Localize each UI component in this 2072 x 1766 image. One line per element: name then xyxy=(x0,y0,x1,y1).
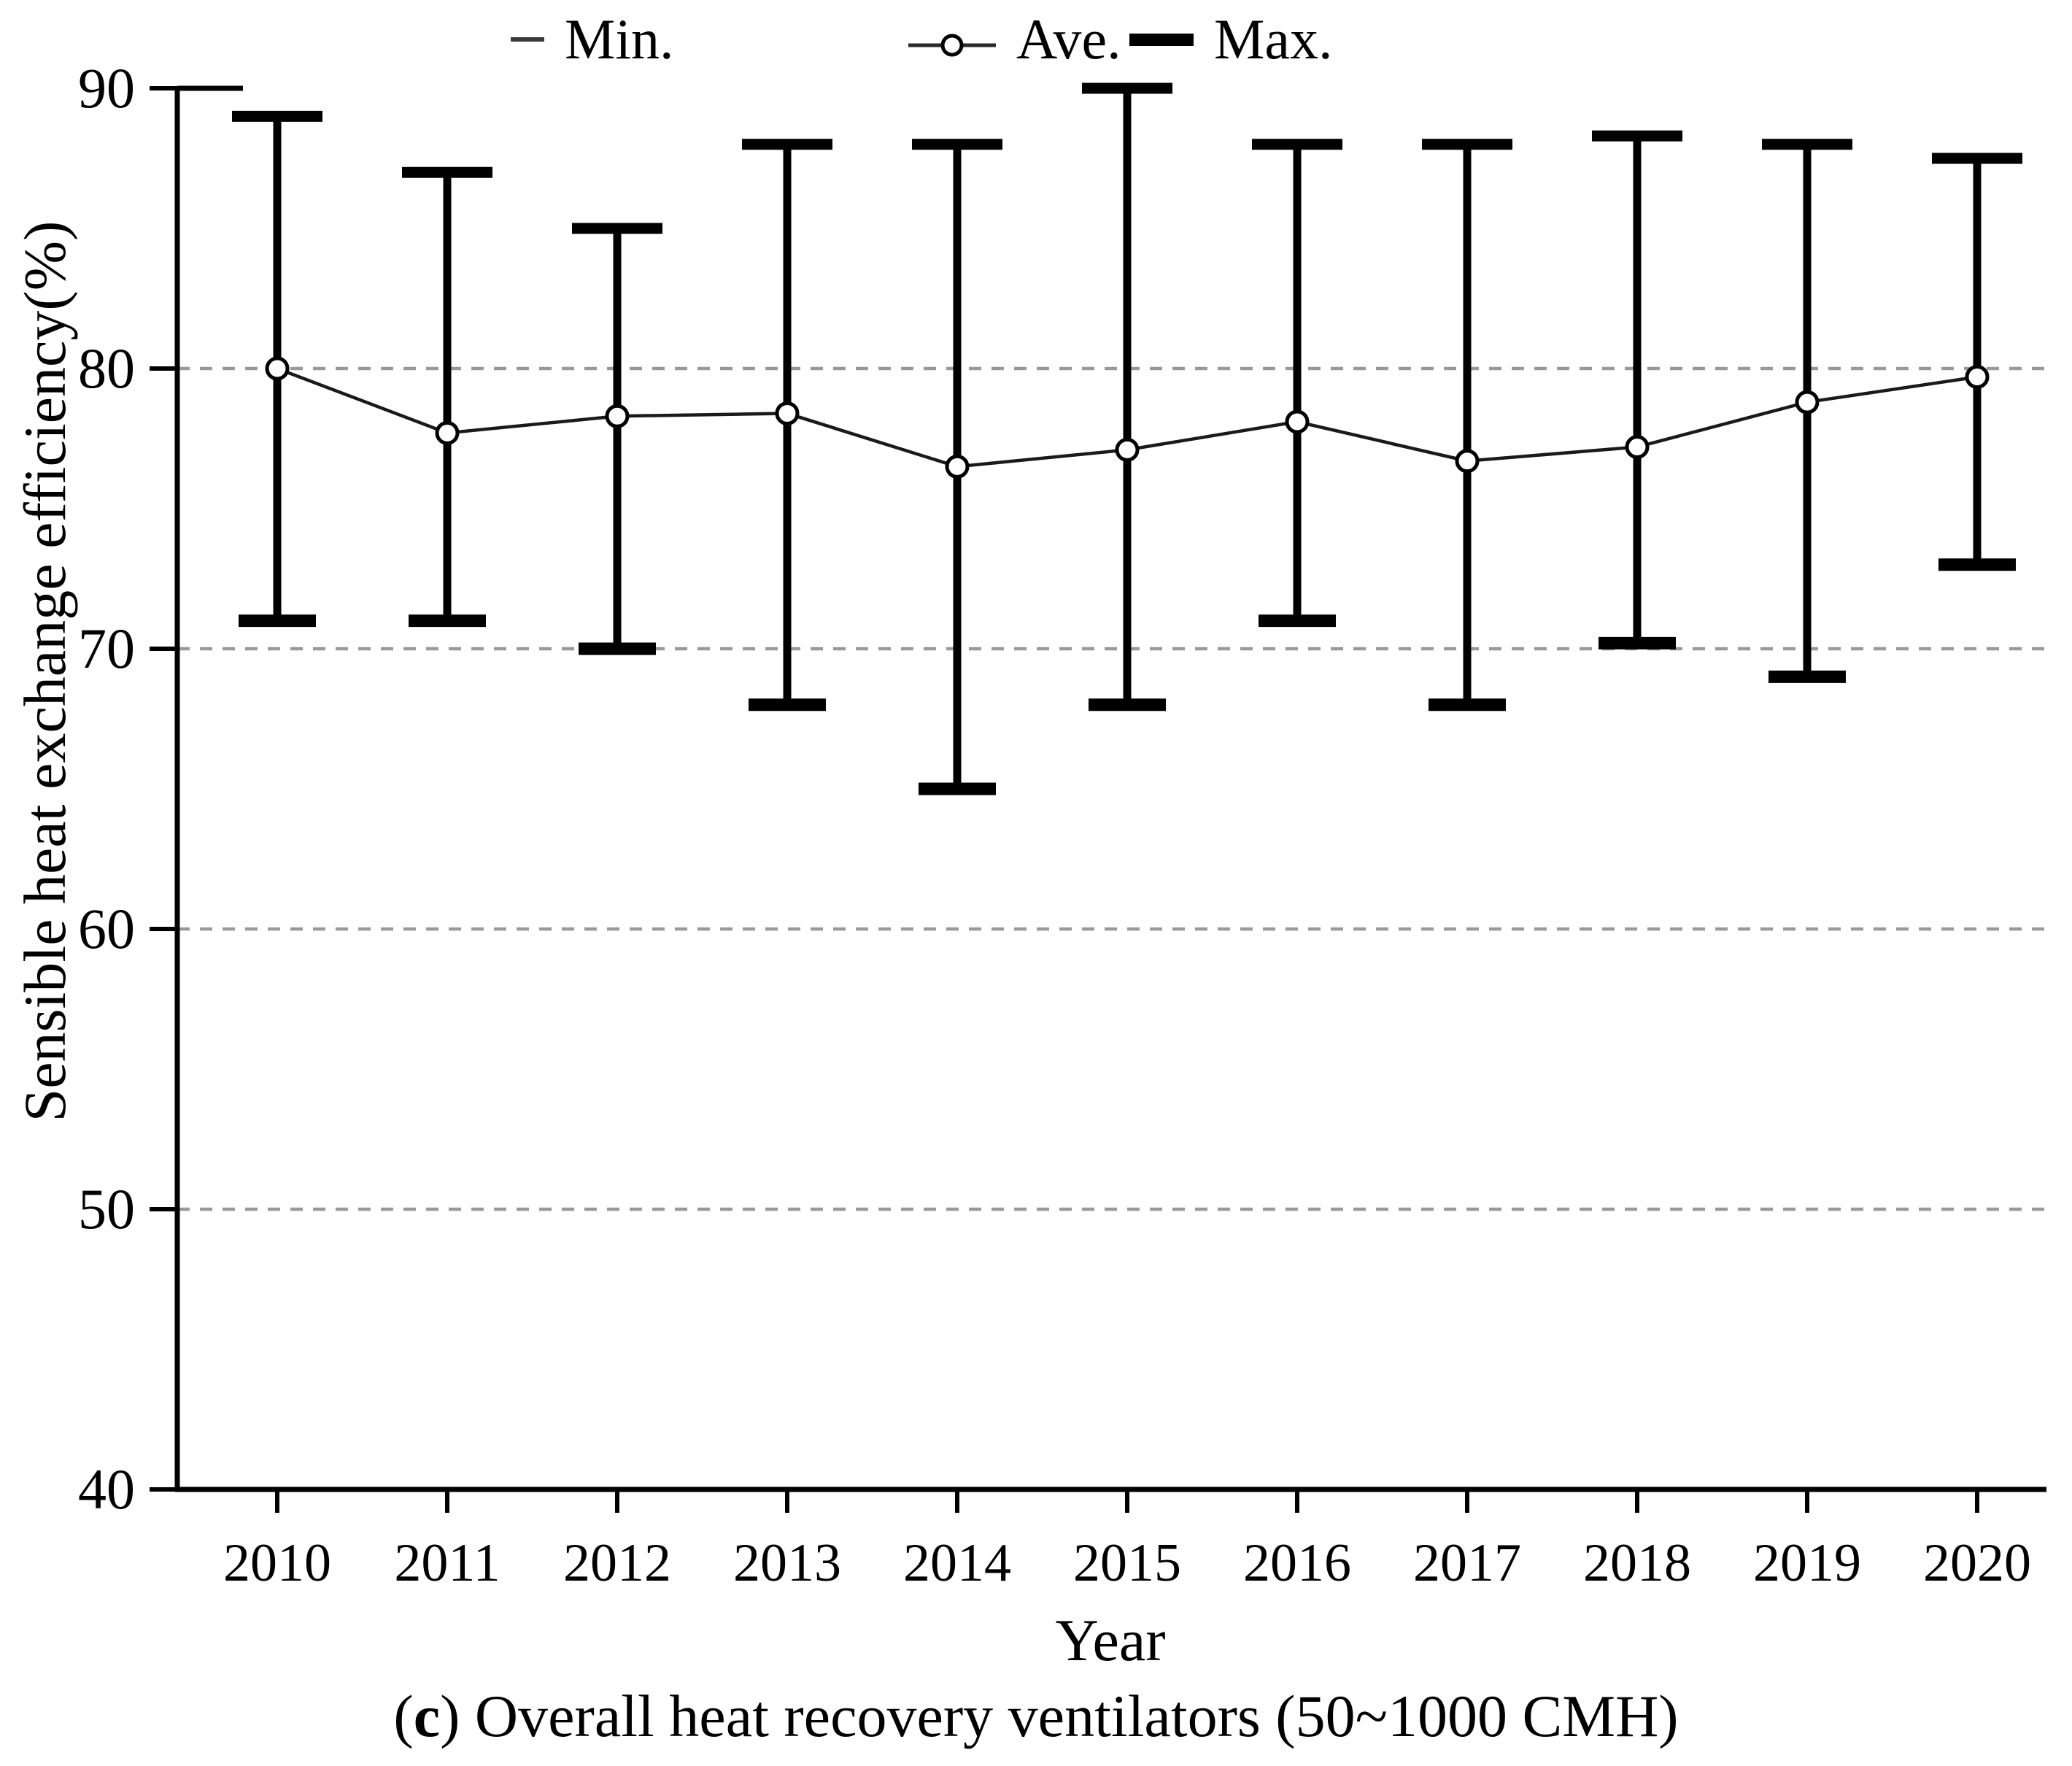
ave-marker-2013 xyxy=(775,401,800,425)
ave-marker-2010 xyxy=(265,356,290,381)
caption-prefix: ( xyxy=(393,1683,414,1749)
x-tick-label-2012: 2012 xyxy=(563,1533,671,1593)
ave-marker-2018 xyxy=(1625,435,1650,460)
y-axis-title: Sensible heat exchange efficiency(%) xyxy=(12,220,78,1122)
y-tick-label-70: 70 xyxy=(78,617,135,680)
caption-letter: c xyxy=(413,1683,441,1749)
x-tick-label-2016: 2016 xyxy=(1243,1533,1351,1593)
ave-marker-2014 xyxy=(945,454,970,479)
max-bar-symbol xyxy=(1129,33,1194,46)
x-tick-label-2015: 2015 xyxy=(1073,1533,1181,1593)
y-tick-label-60: 60 xyxy=(78,897,135,960)
y-tick-label-80: 80 xyxy=(78,336,135,400)
x-tick-label-2014: 2014 xyxy=(903,1533,1011,1593)
y-tick-label-90: 90 xyxy=(78,56,135,120)
x-tick-label-2011: 2011 xyxy=(394,1533,500,1593)
ave-marker-2012 xyxy=(605,404,630,428)
x-tick-label-2018: 2018 xyxy=(1583,1533,1691,1593)
x-axis-title: Year xyxy=(1055,1607,1166,1673)
y-tick-label-40: 40 xyxy=(78,1457,135,1521)
min-dash-symbol xyxy=(511,37,544,42)
legend-label-ave: Ave. xyxy=(1016,7,1121,71)
ave-marker-2017 xyxy=(1455,449,1480,474)
legend-label-max: Max. xyxy=(1214,7,1333,71)
x-tick-label-2020: 2020 xyxy=(1923,1533,2031,1593)
x-tick-label-2019: 2019 xyxy=(1753,1533,1861,1593)
ave-marker-2020 xyxy=(1965,365,1990,390)
ave-marker-2016 xyxy=(1285,409,1310,434)
legend-item-min: Min. xyxy=(511,7,674,72)
ave-marker-2011 xyxy=(435,420,460,445)
caption-rest: ) Overall heat recovery ventilators (50~… xyxy=(440,1683,1679,1749)
x-tick-label-2013: 2013 xyxy=(733,1533,841,1593)
ave-line-circle-symbol xyxy=(908,7,996,72)
ave-marker-2015 xyxy=(1115,437,1140,462)
legend-label-min: Min. xyxy=(565,7,674,71)
x-tick-label-2017: 2017 xyxy=(1413,1533,1521,1593)
legend-item-max: Max. xyxy=(1129,7,1332,72)
figure-caption: (c) Overall heat recovery ventilators (5… xyxy=(393,1682,1678,1751)
y-tick-label-50: 50 xyxy=(78,1177,135,1241)
x-tick-label-2010: 2010 xyxy=(223,1533,331,1593)
ave-marker-2019 xyxy=(1795,390,1820,414)
legend-item-ave: Ave. xyxy=(908,7,1121,72)
